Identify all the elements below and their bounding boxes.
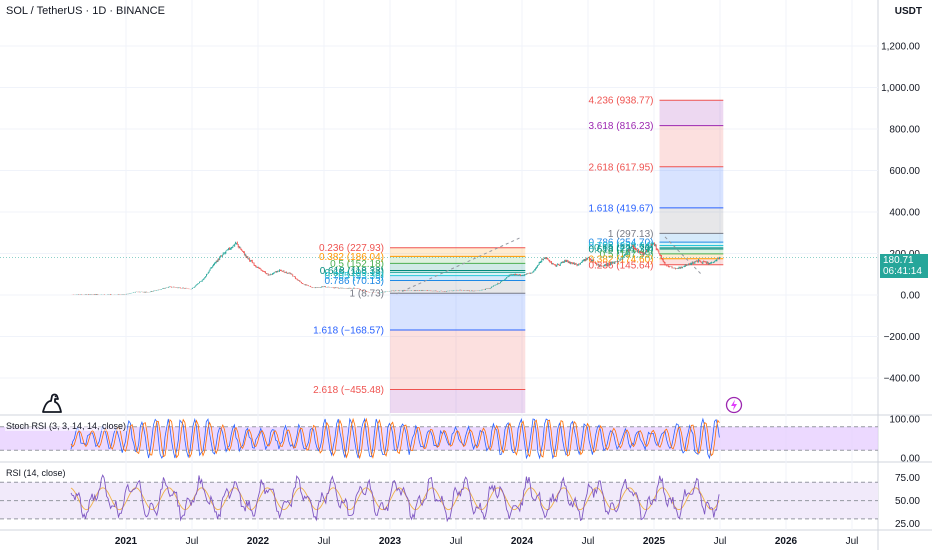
fib2-level-label: 0.705 (238.64) <box>588 241 653 252</box>
fib1-level-label: 0.236 (227.93) <box>319 243 384 254</box>
fib1-level-label: 0.65 (109.15) <box>325 268 385 279</box>
fib1-zone <box>390 329 526 390</box>
fib2-level-label: 2.618 (617.95) <box>588 162 653 173</box>
rsi-tick-label: 50.00 <box>895 496 920 507</box>
fib1-level-label: 0.705 (93.36) <box>325 271 385 282</box>
rsi-ma-line <box>70 487 720 511</box>
price-tick-label: −400.00 <box>884 374 921 385</box>
fib1-level-label: 0.5 (152.18) <box>330 259 384 270</box>
fib1-level-label: 0.618 (118.33) <box>320 266 384 277</box>
stoch-k-line <box>70 417 720 460</box>
fib2-level-label: 0.618 (221.39) <box>588 245 653 256</box>
fib1-zone <box>390 256 526 264</box>
fib2-zone <box>659 207 724 234</box>
time-axis-label: 2025 <box>643 536 666 547</box>
fib2-level-label: 4.236 (938.77) <box>588 96 653 107</box>
fib2-level-label: 0.65 (227.73) <box>594 243 654 254</box>
price-candles <box>70 241 721 295</box>
time-axis-label: Jul <box>582 536 595 547</box>
fib2-zone <box>659 233 724 243</box>
price-tick-label: −200.00 <box>884 332 921 343</box>
lightning-icon[interactable] <box>725 396 743 414</box>
stoch-tick-label: 0.00 <box>901 454 921 465</box>
price-tick-label: 1,000.00 <box>881 83 920 94</box>
rsi-label[interactable]: RSI (14, close) <box>5 468 67 478</box>
time-axis-label: 2026 <box>775 536 798 547</box>
symbol-title[interactable]: SOL / TetherUS · 1D · BINANCE <box>6 5 165 17</box>
trend-line <box>664 236 702 275</box>
stoch-rsi-label[interactable]: Stoch RSI (3, 3, 14, 14, close) <box>5 421 128 431</box>
time-axis-label: 2024 <box>511 536 534 547</box>
rsi-tick-label: 25.00 <box>895 519 920 530</box>
fib1-level-label: 1 (8.73) <box>350 289 384 300</box>
current-price-value: 180.71 <box>883 255 914 266</box>
current-price-tag: 180.71 06:41:14 <box>880 254 928 278</box>
time-axis-label: 2022 <box>247 536 270 547</box>
rsi-tick-label: 75.00 <box>895 473 920 484</box>
time-axis-label: Jul <box>318 536 331 547</box>
fib2-zone <box>659 242 724 246</box>
fib2-zone <box>659 258 724 265</box>
fib2-level-label: 3.618 (816.23) <box>588 121 653 132</box>
time-axis-label: 2021 <box>115 536 138 547</box>
fib1-level-label: 0.786 (70.13) <box>325 276 385 287</box>
time-axis-label: Jul <box>450 536 463 547</box>
stoch-d-line <box>70 417 720 460</box>
rsi-line <box>70 474 720 523</box>
price-tick-label: 600.00 <box>889 166 920 177</box>
trend-line <box>396 236 523 295</box>
fib2-level-label: 1 (297.13) <box>608 229 654 240</box>
fib2-zone <box>659 253 724 259</box>
fib2-zone <box>659 247 724 250</box>
fib2-level-label: 0.236 (145.64) <box>588 260 653 271</box>
fib2-level-label: 1.618 (419.67) <box>588 203 653 214</box>
fib1-zone <box>390 280 526 294</box>
time-axis-label: Jul <box>186 536 199 547</box>
fib2-zone <box>659 245 724 248</box>
dinosaur-icon <box>40 392 64 414</box>
fib1-level-label: 2.618 (−455.48) <box>313 385 384 396</box>
time-axis-label: 2023 <box>379 536 402 547</box>
fib1-zone <box>390 293 526 330</box>
fib1-zone <box>390 389 526 413</box>
price-tick-label: 0.00 <box>901 291 921 302</box>
fib1-level-label: 1.618 (−168.57) <box>313 325 384 336</box>
fib1-zone <box>390 247 526 257</box>
time-axis-label: Jul <box>846 536 859 547</box>
fib2-zone <box>659 166 724 208</box>
fib2-zone <box>659 249 724 254</box>
fib2-zone <box>659 125 724 167</box>
fib2-level-label: 0.382 (174.60) <box>588 254 653 265</box>
fib2-level-label: 0.786 (254.70) <box>588 238 653 249</box>
fib2-level-label: 0.5 (197.99) <box>600 249 654 260</box>
stoch-band <box>0 426 878 451</box>
countdown-timer: 06:41:14 <box>883 266 922 277</box>
fib1-zone <box>390 270 526 273</box>
fib1-zone <box>390 272 526 276</box>
fib1-zone <box>390 275 526 281</box>
price-tick-label: 400.00 <box>889 208 920 219</box>
price-tick-label: 1,200.00 <box>881 42 920 53</box>
fib2-zone <box>659 100 724 126</box>
time-axis-label: Jul <box>714 536 727 547</box>
fib1-zone <box>390 263 526 271</box>
stoch-tick-label: 100.00 <box>889 414 920 425</box>
currency-label[interactable]: USDT <box>894 6 922 17</box>
price-tick-label: 800.00 <box>889 125 920 136</box>
